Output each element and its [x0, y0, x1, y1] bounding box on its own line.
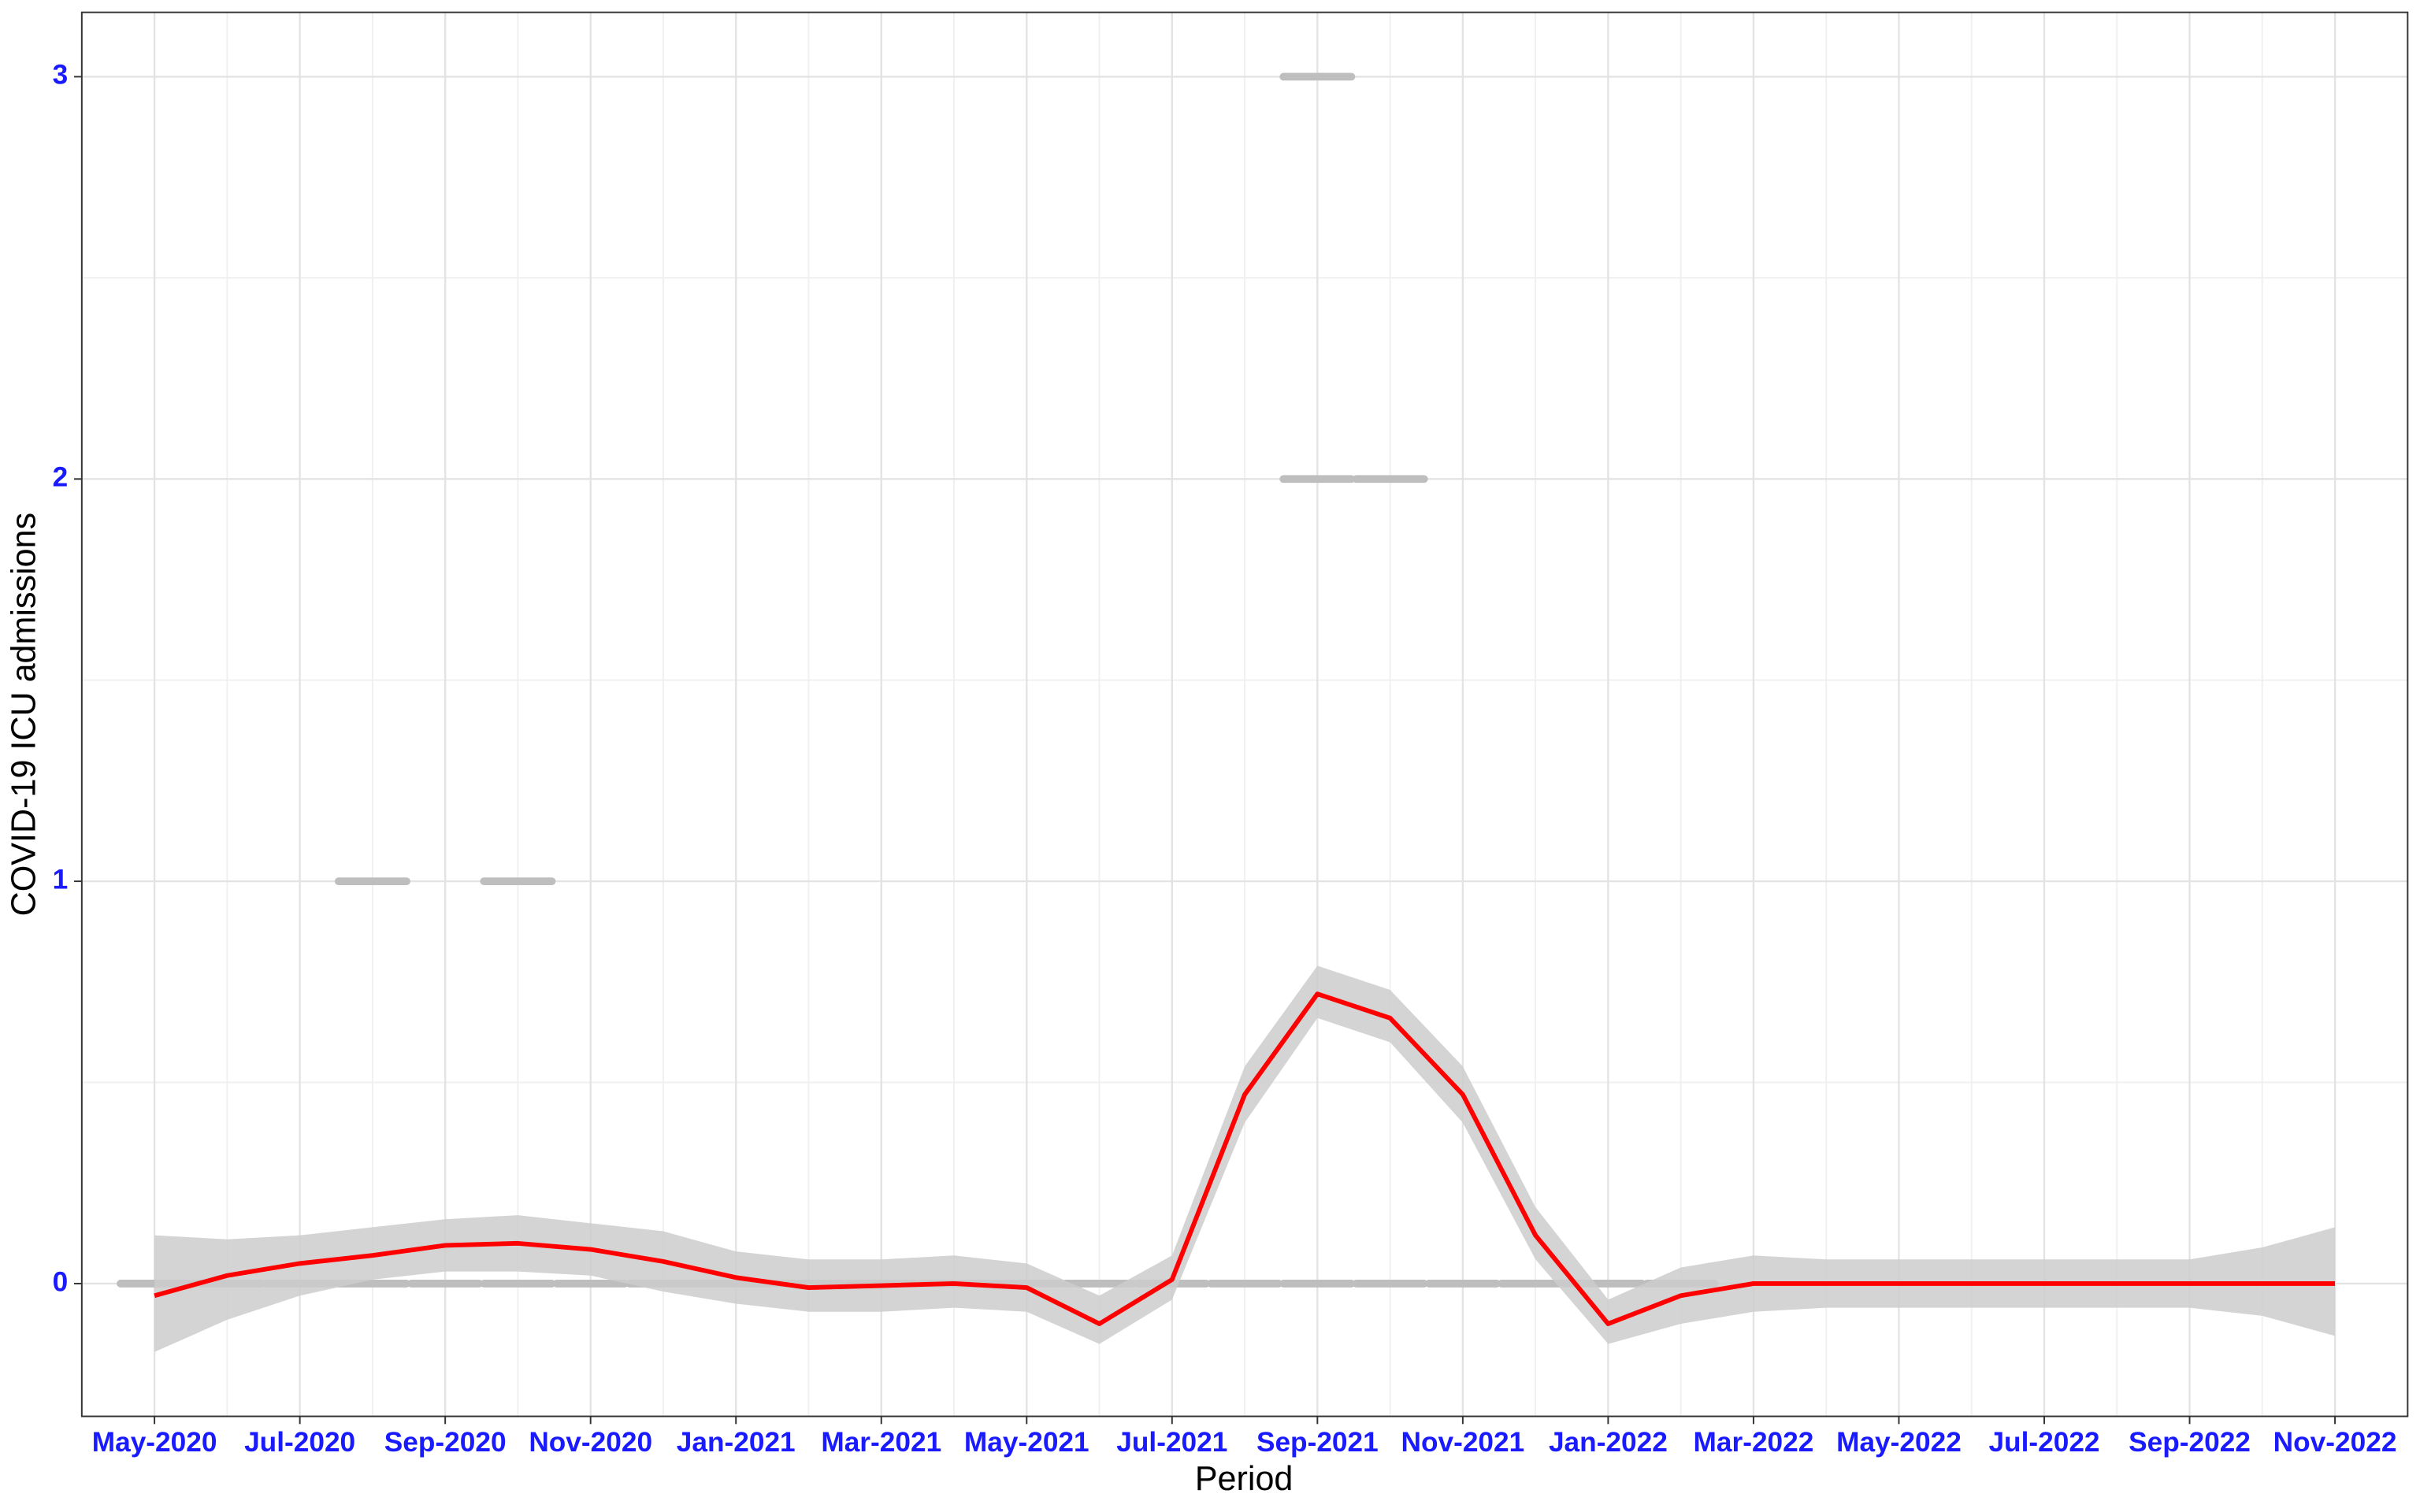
x-tick-label: May-2022	[1836, 1427, 1962, 1458]
y-tick-label: 1	[53, 864, 69, 895]
confidence-band	[154, 965, 2336, 1352]
y-tick-label: 0	[53, 1266, 69, 1297]
x-tick-label: Jul-2021	[1116, 1427, 1227, 1458]
y-tick-label: 2	[53, 462, 69, 493]
x-tick-label: Jul-2020	[244, 1427, 355, 1458]
trend-line	[154, 991, 2336, 1326]
x-tick-label: Jul-2022	[1988, 1427, 2099, 1458]
x-tick-label: Nov-2022	[2273, 1427, 2397, 1458]
x-tick-label: May-2020	[92, 1427, 217, 1458]
x-tick-label: Mar-2022	[1694, 1427, 1814, 1458]
x-axis-title: Period	[1195, 1460, 1294, 1498]
x-tick-label: Sep-2022	[2129, 1427, 2251, 1458]
plot-layer	[81, 12, 2408, 1417]
x-tick-label: Nov-2020	[529, 1427, 652, 1458]
x-tick-label: Sep-2021	[1256, 1427, 1379, 1458]
y-axis-title: COVID-19 ICU admissions	[6, 513, 43, 916]
x-tick-label: Sep-2020	[384, 1427, 507, 1458]
x-tick-label: Jan-2022	[1549, 1427, 1668, 1458]
x-tick-label: Nov-2021	[1401, 1427, 1525, 1458]
x-tick-label: Mar-2021	[821, 1427, 941, 1458]
panel-border	[80, 11, 2409, 1418]
x-tick-label: Jan-2021	[677, 1427, 796, 1458]
y-tick-label: 3	[53, 60, 69, 91]
x-tick-label: May-2021	[964, 1427, 1089, 1458]
